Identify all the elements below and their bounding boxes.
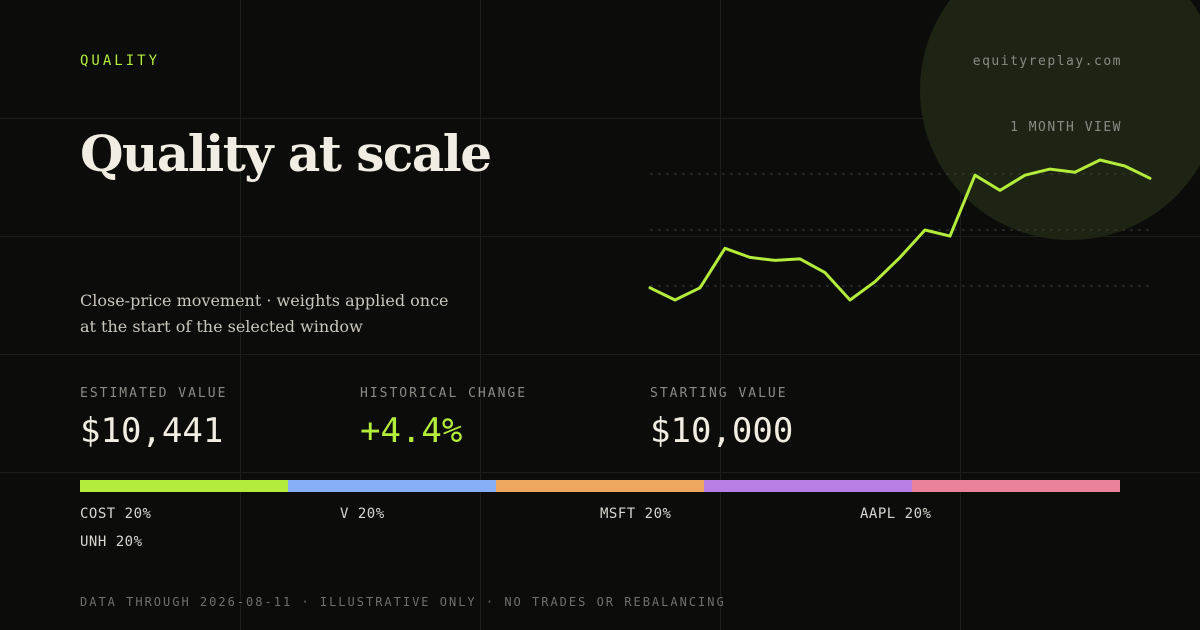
allocation-label-v: V 20%	[340, 506, 385, 522]
data-point	[798, 257, 802, 261]
data-point	[923, 228, 927, 232]
stat-starting-value: STARTING VALUE $10,000	[650, 386, 793, 451]
stat-historical-change: HISTORICAL CHANGE +4.4%	[360, 386, 527, 451]
data-point	[848, 298, 852, 302]
grid-line	[720, 0, 721, 630]
data-point	[998, 189, 1002, 192]
allocation-segment	[288, 480, 496, 492]
data-point	[1098, 158, 1102, 162]
data-point	[723, 247, 727, 250]
allocation-segment	[912, 480, 1120, 492]
data-point	[948, 234, 952, 238]
stat-label: HISTORICAL CHANGE	[360, 386, 528, 401]
allocation-segment	[496, 480, 704, 492]
allocation-segment	[80, 480, 288, 492]
data-point	[698, 286, 702, 290]
data-point	[773, 259, 777, 262]
stat-label: STARTING VALUE	[650, 386, 788, 401]
data-point	[1023, 174, 1027, 177]
page-subtitle: Close-price movement · weights applied o…	[80, 291, 449, 336]
allocation-label-aapl: AAPL 20%	[860, 506, 932, 522]
data-point	[673, 298, 677, 302]
performance-line-chart	[648, 158, 1152, 302]
data-point	[898, 256, 902, 259]
page-title: Quality at scale	[80, 124, 492, 183]
grid-line	[960, 0, 961, 630]
data-point	[823, 271, 827, 274]
grid-line	[0, 354, 1200, 355]
data-point	[1148, 177, 1152, 180]
data-point	[973, 174, 977, 177]
grid-line	[0, 118, 1200, 119]
allocation-label-msft: MSFT 20%	[600, 506, 672, 522]
footer-disclaimer: DATA THROUGH 2026-08-11 · ILLUSTRATIVE O…	[80, 595, 726, 609]
data-point	[1123, 164, 1127, 168]
allocation-label-unh: UNH 20%	[80, 534, 143, 550]
stat-value: +4.4%	[360, 411, 463, 451]
grid-line	[0, 472, 1200, 473]
stat-estimated-value: ESTIMATED VALUE $10,441	[80, 386, 227, 451]
data-point	[873, 280, 877, 283]
data-point	[648, 286, 652, 290]
allocation-segment	[704, 480, 912, 492]
stat-label: ESTIMATED VALUE	[80, 386, 228, 401]
grid-line	[0, 236, 1200, 237]
grid-line	[240, 0, 241, 630]
data-point	[748, 256, 752, 259]
site-domain: equityreplay.com	[972, 54, 1122, 69]
time-range-label: 1 MONTH VIEW	[1010, 120, 1122, 135]
stat-value: $10,000	[650, 411, 794, 451]
data-point	[1048, 167, 1052, 171]
allocation-bar	[80, 480, 1120, 492]
allocation-label-cost: COST 20%	[80, 506, 152, 522]
grid-line	[480, 0, 481, 630]
data-point	[1073, 170, 1077, 174]
stat-value: $10,441	[80, 411, 224, 451]
category-label: QUALITY	[80, 53, 161, 69]
